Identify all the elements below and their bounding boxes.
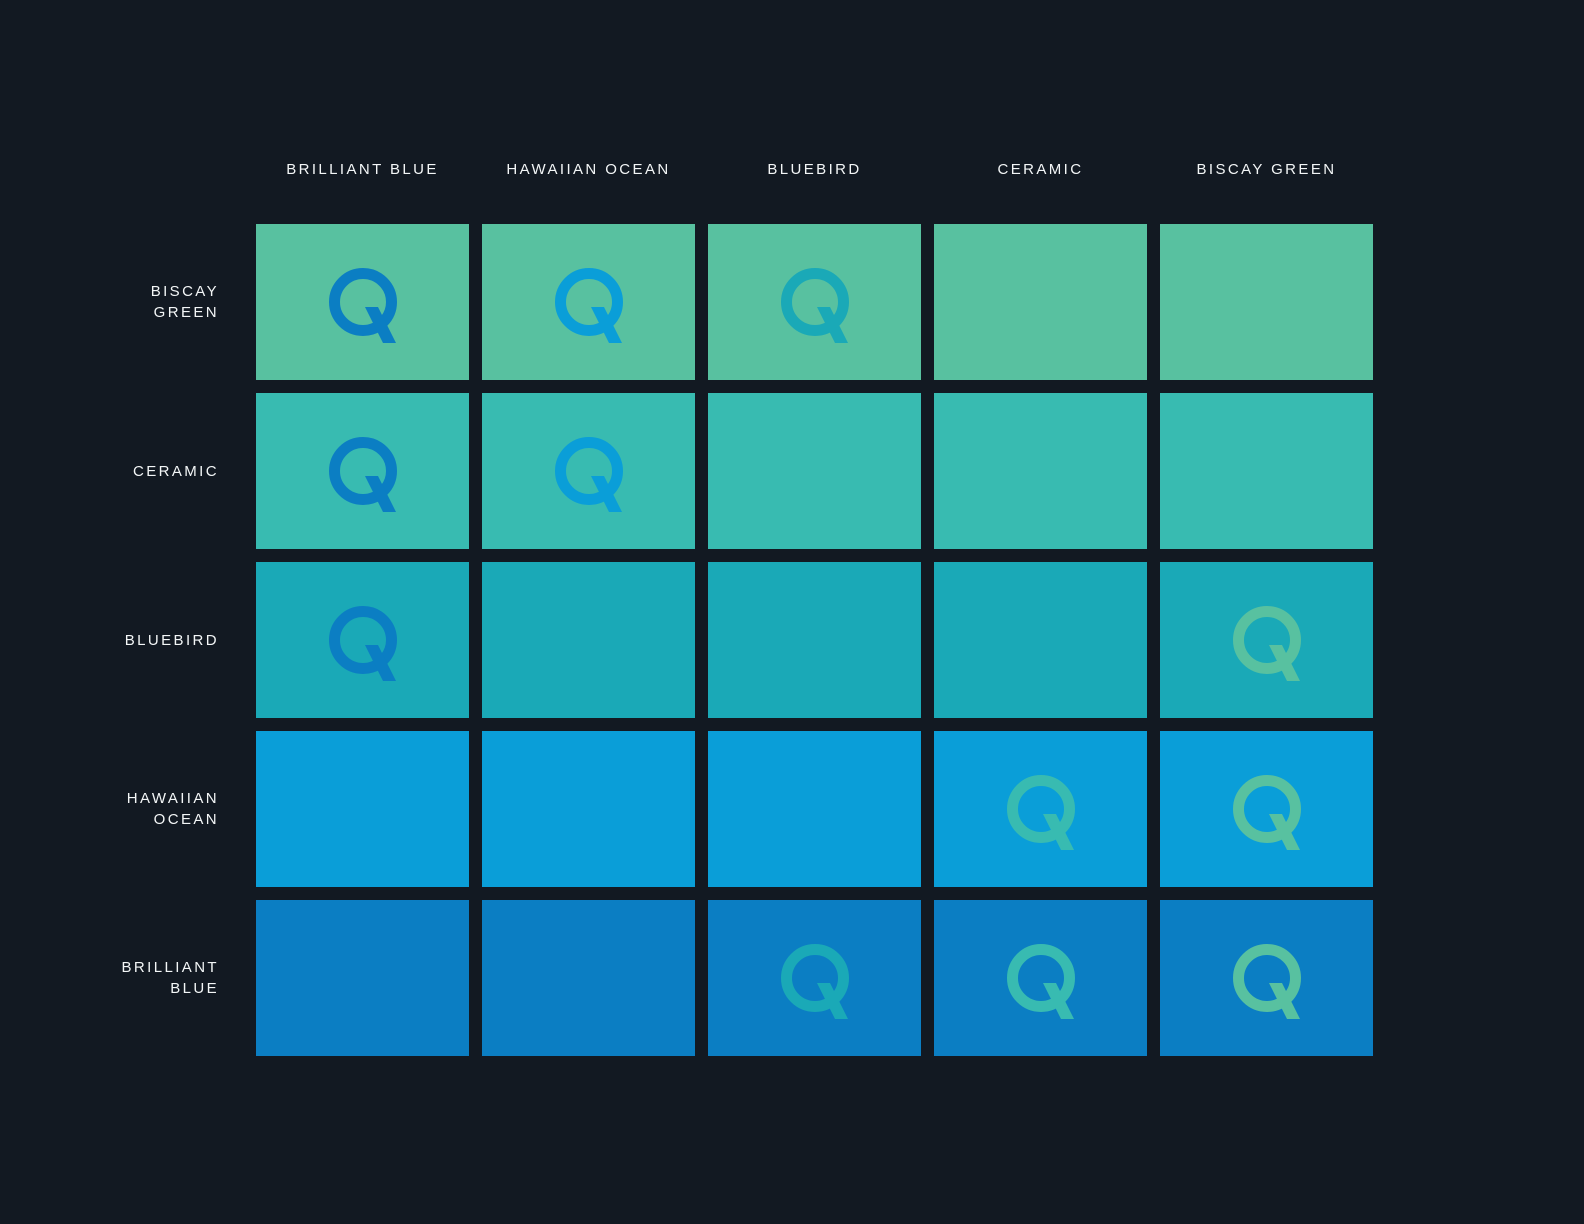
column-header-brilliant-blue: BRILLIANT BLUE	[256, 0, 469, 211]
qt-q-icon	[1006, 944, 1075, 1019]
swatch-cell-biscay-green-x-bluebird	[708, 224, 921, 380]
row-label-line: HAWAIIAN	[126, 790, 219, 807]
qt-q-icon	[554, 268, 623, 343]
row-label-line: BISCAY	[150, 283, 219, 300]
swatch-cell-ceramic-x-brilliant-blue	[256, 393, 469, 549]
qt-q-icon	[328, 606, 397, 681]
row-label-line: OCEAN	[153, 811, 219, 828]
swatch-cell-ceramic-x-biscay-green	[1160, 393, 1373, 549]
swatch-cell-brilliant-blue-x-bluebird	[708, 900, 921, 1056]
column-header-label: BLUEBIRD	[767, 161, 862, 178]
swatch-cell-bluebird-x-hawaiian-ocean	[482, 562, 695, 718]
column-header-bluebird: BLUEBIRD	[708, 0, 921, 211]
qt-q-icon	[328, 437, 397, 512]
swatch-cell-brilliant-blue-x-hawaiian-ocean	[482, 900, 695, 1056]
qt-q-icon	[780, 268, 849, 343]
swatch-cell-biscay-green-x-brilliant-blue	[256, 224, 469, 380]
swatch-cell-hawaiian-ocean-x-brilliant-blue	[256, 731, 469, 887]
swatch-cell-bluebird-x-bluebird	[708, 562, 921, 718]
swatch-cell-bluebird-x-brilliant-blue	[256, 562, 469, 718]
swatch-cell-ceramic-x-hawaiian-ocean	[482, 393, 695, 549]
qt-q-icon	[1232, 944, 1301, 1019]
swatch-cell-bluebird-x-biscay-green	[1160, 562, 1373, 718]
swatch-cell-ceramic-x-bluebird	[708, 393, 921, 549]
row-label-biscay-green: BISCAY GREEN	[0, 224, 243, 380]
row-label-line: BLUE	[170, 980, 219, 997]
qt-q-icon	[1232, 606, 1301, 681]
row-label-bluebird: BLUEBIRD	[0, 562, 243, 718]
row-label-hawaiian-ocean: HAWAIIAN OCEAN	[0, 731, 243, 887]
swatch-cell-brilliant-blue-x-brilliant-blue	[256, 900, 469, 1056]
swatch-cell-brilliant-blue-x-biscay-green	[1160, 900, 1373, 1056]
row-label-ceramic: CERAMIC	[0, 393, 243, 549]
row-label-line: CERAMIC	[133, 462, 219, 480]
swatch-cell-hawaiian-ocean-x-hawaiian-ocean	[482, 731, 695, 887]
color-contrast-matrix: BRILLIANT BLUE HAWAIIAN OCEAN BLUEBIRD CERA…	[0, 0, 1373, 1056]
swatch-cell-biscay-green-x-ceramic	[934, 224, 1147, 380]
corner-spacer	[0, 0, 243, 211]
row-label-line: GREEN	[153, 304, 219, 321]
column-header-ceramic: CERAMIC	[934, 0, 1147, 211]
row-label-brilliant-blue: BRILLIANT BLUE	[0, 900, 243, 1056]
column-header-label: BISCAY GREEN	[1196, 161, 1337, 178]
column-header-label: HAWAIIAN OCEAN	[506, 161, 671, 178]
qt-q-icon	[780, 944, 849, 1019]
qt-q-icon	[328, 268, 397, 343]
qt-q-icon	[554, 437, 623, 512]
column-header-label: CERAMIC	[997, 161, 1084, 178]
column-header-hawaiian-ocean: HAWAIIAN OCEAN	[482, 0, 695, 211]
swatch-cell-biscay-green-x-biscay-green	[1160, 224, 1373, 380]
qt-q-icon	[1006, 775, 1075, 850]
swatch-cell-hawaiian-ocean-x-biscay-green	[1160, 731, 1373, 887]
qt-q-icon	[1232, 775, 1301, 850]
swatch-cell-ceramic-x-ceramic	[934, 393, 1147, 549]
swatch-cell-hawaiian-ocean-x-ceramic	[934, 731, 1147, 887]
row-label-line: BLUEBIRD	[124, 631, 219, 649]
swatch-cell-bluebird-x-ceramic	[934, 562, 1147, 718]
swatch-cell-brilliant-blue-x-ceramic	[934, 900, 1147, 1056]
row-label-line: BRILLIANT	[121, 959, 219, 976]
column-header-biscay-green: BISCAY GREEN	[1160, 0, 1373, 211]
swatch-cell-biscay-green-x-hawaiian-ocean	[482, 224, 695, 380]
column-header-label: BRILLIANT BLUE	[286, 161, 439, 178]
swatch-cell-hawaiian-ocean-x-bluebird	[708, 731, 921, 887]
